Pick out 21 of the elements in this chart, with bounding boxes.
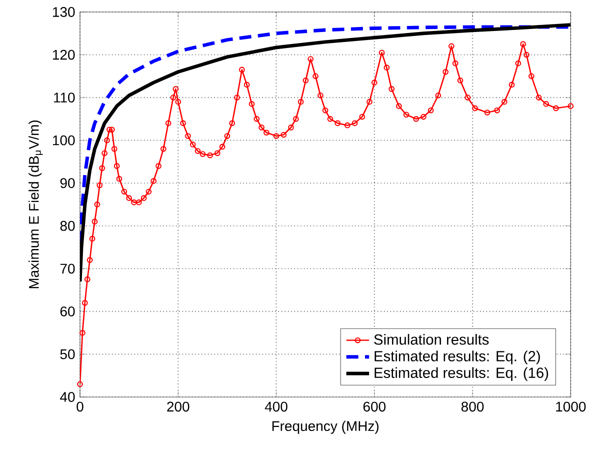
x-tick-label: 400 [264,402,288,412]
legend-label: Estimated results: Eq. (16) [374,367,548,381]
y-tick-label: 40 [60,392,75,402]
x-tick-label: 800 [461,402,484,412]
y-tick-label: 50 [60,349,75,360]
y-tick-label: 130 [53,7,75,17]
y-tick-label: 70 [60,264,75,274]
y-tick-label: 120 [53,50,75,60]
x-tick-label: 0 [76,402,84,412]
y-tick-label: 80 [60,220,75,231]
x-tick-label: 200 [167,402,190,412]
y-axis-title: Maximum E Field (dB$_{μ}$V/m) [28,120,43,288]
x-tick-label: 600 [363,402,386,412]
y-tick-label: 100 [53,135,75,146]
y-tick-label: 90 [60,178,75,188]
x-tick-label: 1000 [556,402,586,412]
legend-label: Estimated results: Eq. (2) [374,350,540,364]
y-tick-label: 110 [54,92,75,103]
legend-label: Simulation results [374,334,489,345]
y-tick-label: 60 [60,306,75,316]
x-axis-title: Frequency (MHz) [272,420,378,434]
